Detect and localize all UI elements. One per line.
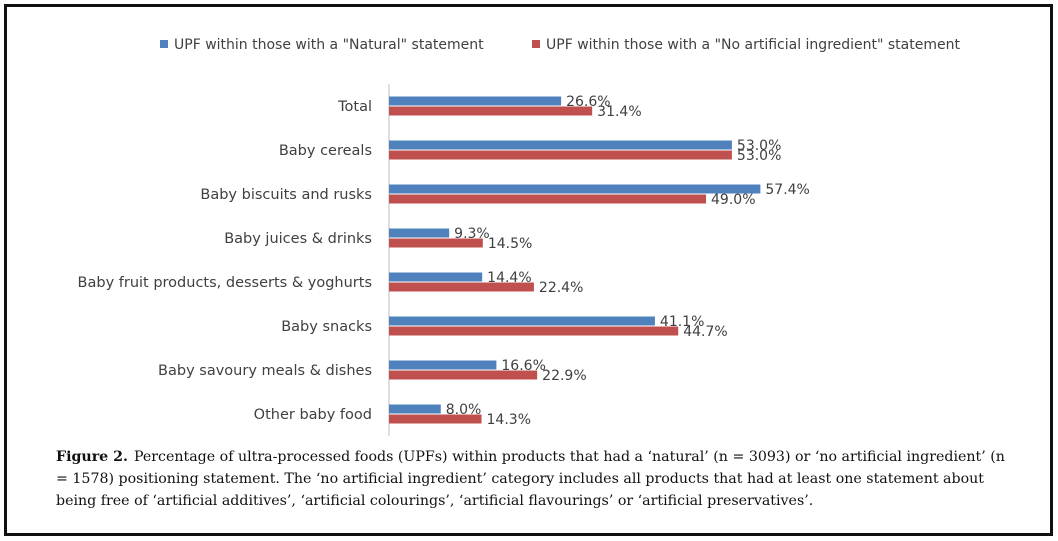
data-label: 44.7% [683,324,727,340]
caption-lead: Figure 2. [56,449,128,465]
figure-frame [4,4,1053,536]
bar-no-artificial [389,150,732,160]
bar-natural [389,360,497,370]
bar-natural [389,228,450,238]
data-label: 22.4% [539,280,583,296]
bar-natural [389,184,761,194]
legend-swatch-no-artificial [532,40,540,48]
bar-no-artificial [389,238,483,248]
category-label: Other baby food [254,407,372,423]
caption-text: Percentage of ultra-processed foods (UPF… [56,449,1005,509]
bar-natural [389,316,655,326]
legend-label-no-artificial: UPF within those with a "No artificial i… [546,37,960,53]
bar-natural [389,96,562,106]
chart-legend: UPF within those with a "Natural" statem… [160,37,960,53]
category-label: Total [337,99,372,115]
category-label: Baby snacks [281,319,372,335]
data-label: 16.6% [501,358,545,374]
bar-no-artificial [389,106,593,116]
legend-swatch-natural [160,40,168,48]
data-label: 49.0% [711,192,755,208]
data-label: 14.4% [487,270,531,286]
data-label: 53.0% [737,148,781,164]
data-label: 9.3% [454,226,490,242]
data-label: 22.9% [542,368,586,384]
data-label: 8.0% [446,402,482,418]
data-label: 53.0% [737,138,781,154]
data-label: 41.1% [660,314,704,330]
category-label: Baby fruit products, desserts & yoghurts [78,275,372,291]
bar-no-artificial [389,194,707,204]
bar-no-artificial [389,414,482,424]
data-label: 14.5% [488,236,532,252]
legend-label-natural: UPF within those with a "Natural" statem… [174,37,484,53]
bar-natural [389,404,441,414]
data-label: 31.4% [597,104,641,120]
data-label: 26.6% [566,94,610,110]
bar-no-artificial [389,282,534,292]
bar-chart: UPF within those with a "Natural" statem… [78,37,960,436]
category-label: Baby cereals [279,143,372,159]
bar-no-artificial [389,326,679,336]
category-label: Baby savoury meals & dishes [158,363,372,379]
figure-caption: Figure 2. Percentage of ultra-processed f… [56,446,1006,512]
category-label: Baby juices & drinks [224,231,372,247]
data-label: 57.4% [765,182,809,198]
data-label: 14.3% [487,412,531,428]
category-label: Baby biscuits and rusks [200,187,372,203]
bar-no-artificial [389,370,538,380]
bar-natural [389,140,732,150]
chart-marks: Total 26.6%31.4% Baby cereals 53.0%53.0% Bab… [78,94,810,428]
bar-natural [389,272,483,282]
